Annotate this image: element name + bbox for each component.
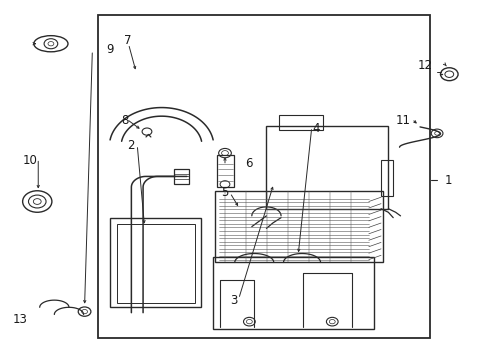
Text: 1: 1 [444, 174, 451, 186]
Bar [212, 257, 373, 329]
Text: 10: 10 [22, 154, 37, 167]
Text: 9: 9 [106, 42, 114, 55]
Bar [173, 169, 189, 184]
Bar [266, 126, 387, 209]
Bar [117, 224, 194, 303]
Text: 11: 11 [394, 114, 409, 127]
Bar [278, 116, 322, 130]
Bar [110, 218, 200, 307]
Text: 3: 3 [229, 294, 237, 307]
Text: 6: 6 [244, 157, 252, 170]
Text: 8: 8 [121, 114, 128, 127]
Bar [380, 160, 392, 196]
Text: 5: 5 [221, 186, 228, 199]
Bar [216, 155, 233, 187]
Text: 4: 4 [312, 122, 320, 135]
Bar [215, 191, 383, 262]
Text: 13: 13 [13, 313, 28, 327]
Text: 7: 7 [123, 33, 131, 47]
Text: 2: 2 [127, 139, 135, 152]
Bar [98, 15, 429, 338]
Text: 12: 12 [417, 59, 431, 72]
